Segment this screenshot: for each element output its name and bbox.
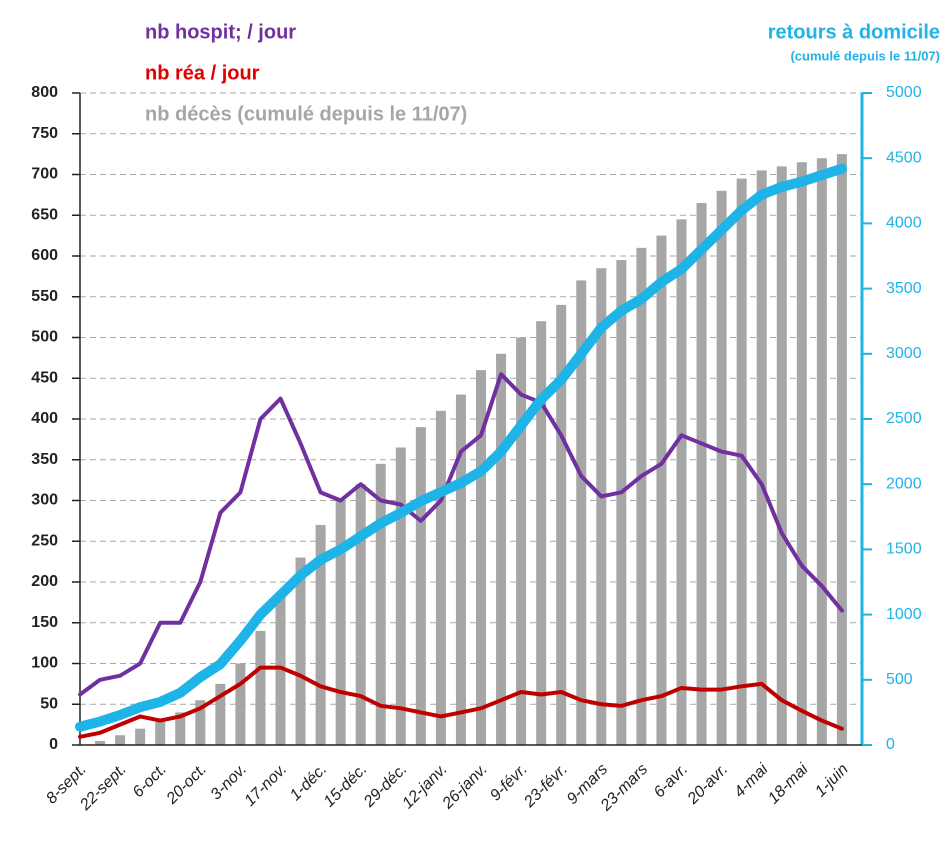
y-tick-label: 200 (31, 573, 58, 590)
y2-title: retours à domicile (768, 21, 940, 43)
y2-tick-label: 1000 (886, 606, 922, 623)
bar (335, 500, 346, 745)
y-tick-label: 450 (31, 369, 58, 386)
bar (295, 557, 306, 745)
x-tick-label: 20-avr. (684, 761, 732, 809)
bar (796, 162, 807, 745)
y2-tick-label: 3000 (886, 345, 922, 362)
y-tick-label: 250 (31, 532, 58, 549)
y-tick-label: 750 (31, 125, 58, 142)
bar (836, 154, 847, 745)
y2-tick-label: 1500 (886, 541, 922, 558)
y2-tick-label: 3500 (886, 280, 922, 297)
bar (395, 447, 406, 745)
bar (616, 260, 627, 745)
y-tick-label: 0 (49, 736, 58, 753)
y2-tick-label: 5000 (886, 84, 922, 101)
y-tick-label: 550 (31, 288, 58, 305)
bar (175, 712, 186, 745)
bar (315, 524, 326, 745)
y-tick-label: 650 (31, 206, 58, 223)
y-tick-label: 100 (31, 655, 58, 672)
x-tick-label: 15-déc. (321, 761, 371, 811)
y-tick-label: 150 (31, 614, 58, 631)
y2-tick-label: 2000 (886, 475, 922, 492)
bar (435, 410, 446, 745)
line (78, 372, 844, 697)
bar (235, 663, 246, 745)
bar (355, 484, 366, 745)
x-tick-label: 20-oct. (163, 761, 210, 808)
y2-tick-label: 0 (886, 736, 895, 753)
x-tick-label: 18-mai (765, 760, 812, 807)
legend-rea: nb réa / jour (145, 62, 260, 84)
bar (556, 304, 567, 745)
y2-tick-label: 2500 (886, 410, 922, 427)
y-tick-label: 300 (31, 492, 58, 509)
bar (596, 268, 607, 745)
y-tick-label: 700 (31, 166, 58, 183)
bar (476, 370, 486, 745)
y-tick-label: 50 (40, 695, 58, 712)
bar (215, 683, 226, 745)
y-tick-label: 350 (31, 451, 58, 468)
bar (455, 394, 466, 745)
bar (696, 203, 707, 745)
bar (676, 219, 687, 745)
legend-hospit: nb hospit; / jour (145, 21, 296, 43)
bar (576, 280, 587, 745)
bar (816, 158, 827, 745)
bar (736, 178, 747, 745)
x-tick-label: 17-nov. (241, 761, 290, 810)
bar (776, 166, 787, 746)
bar (756, 170, 767, 746)
bar (516, 337, 527, 745)
bar (195, 700, 206, 745)
y-tick-label: 400 (31, 410, 58, 427)
y-tick-label: 600 (31, 247, 58, 264)
y2-tick-label: 4000 (886, 215, 922, 232)
legend-deces: nb décès (cumulé depuis le 11/07) (145, 103, 467, 125)
line (75, 163, 847, 732)
x-tick-label: 1-juin (812, 761, 852, 801)
bar (135, 728, 146, 745)
y2-tick-label: 500 (886, 671, 913, 688)
line (78, 665, 844, 739)
bar (496, 353, 507, 745)
y2-note: (cumulé depuis le 11/07) (790, 48, 940, 63)
y-tick-label: 500 (31, 329, 58, 346)
bar (255, 630, 266, 745)
x-tick-label: 23-févr. (520, 761, 571, 812)
bar (115, 735, 126, 745)
bar (716, 190, 727, 746)
bar (155, 720, 166, 745)
bar (636, 247, 647, 745)
bar (656, 235, 667, 745)
bar (536, 321, 547, 745)
y-tick-label: 800 (31, 84, 58, 101)
bar (95, 740, 106, 745)
bar (415, 427, 426, 745)
bar (375, 463, 386, 745)
y2-tick-label: 4500 (886, 149, 922, 166)
